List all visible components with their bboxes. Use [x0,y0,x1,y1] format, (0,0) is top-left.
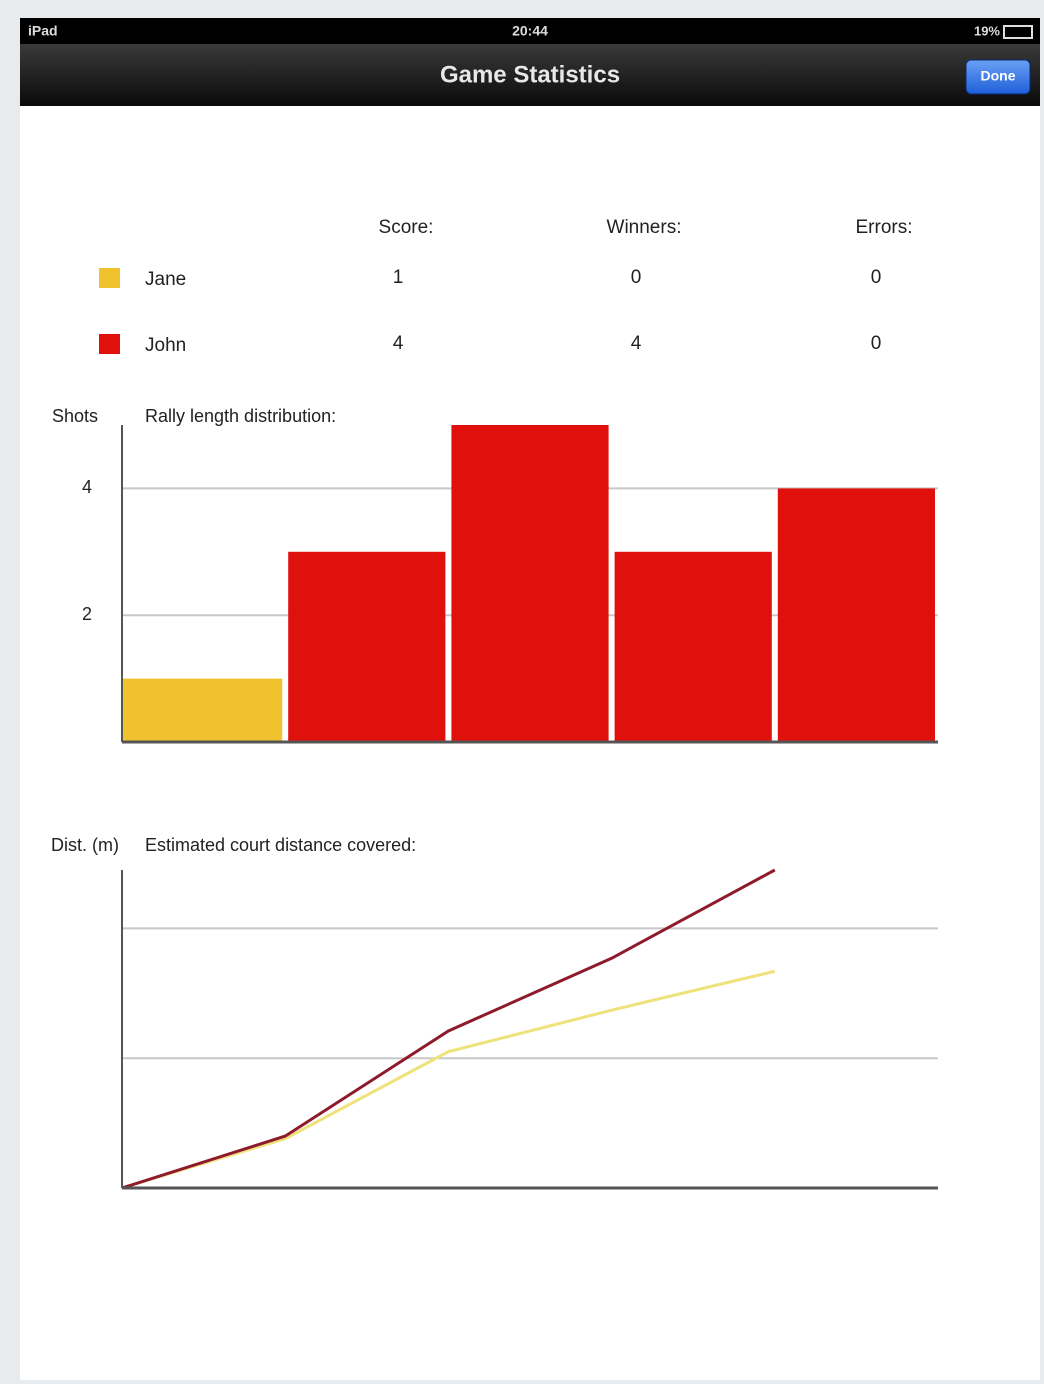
clock: 20:44 [512,23,548,39]
chart-title: Rally length distribution: [145,406,336,426]
y-tick-label: 2 [82,604,92,624]
nav-title: Game Statistics [440,61,620,88]
bar [122,679,282,742]
bar [615,552,772,742]
stat-value: 4 [631,333,642,354]
column-header: Errors: [856,217,913,238]
bar [288,552,445,742]
y-axis-label: Shots [52,406,98,426]
legend-swatch [99,334,120,354]
column-header: Winners: [607,217,682,238]
stat-value: 0 [871,267,882,288]
stat-value: 4 [393,333,404,354]
stat-value: 0 [631,267,642,288]
y-axis-label: Dist. (m) [51,835,119,855]
chart-title: Estimated court distance covered: [145,835,416,855]
device-label: iPad [28,23,58,39]
page: iPad 20:44 19% Game Statistics Done Scor… [0,0,1044,1384]
battery-level: 19% [974,23,1000,38]
player-name: John [145,335,186,356]
done-label[interactable]: Done [981,68,1016,84]
ipad-screen: iPad 20:44 19% Game Statistics Done Scor… [0,0,1044,1384]
column-header: Score: [379,217,434,238]
stat-value: 0 [871,333,882,354]
stat-value: 1 [393,267,404,288]
bar [451,425,608,742]
bar [778,488,935,742]
y-tick-label: 4 [82,477,92,497]
player-name: Jane [145,269,186,290]
legend-swatch [99,268,120,288]
